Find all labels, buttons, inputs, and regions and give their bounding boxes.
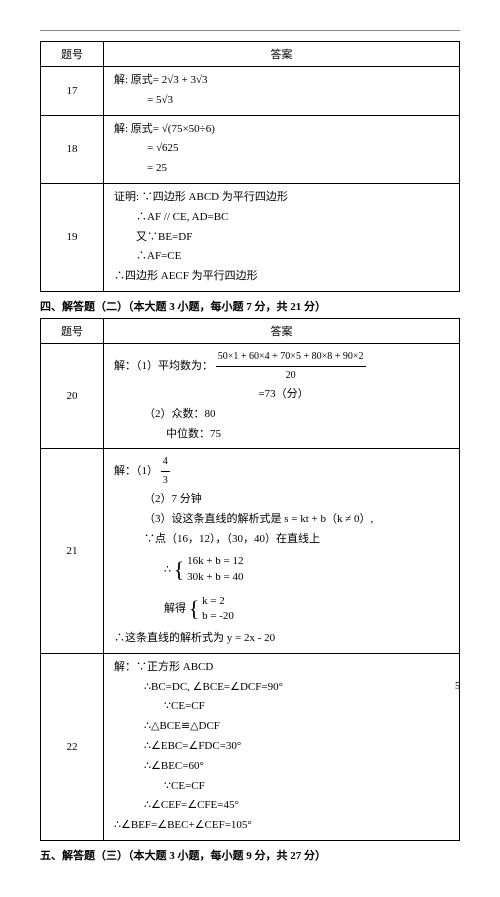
equation-system: ∴ { 16k + b = 12 30k + b = 40 bbox=[114, 550, 453, 590]
frac-den: 20 bbox=[216, 367, 366, 385]
answer-line: ∴∠CEF=∠CFE=45° bbox=[114, 796, 453, 816]
q-answer: 解：（1） 4 3 （2）7 分钟 （3）设这条直线的解析式是 s = kt +… bbox=[104, 449, 460, 653]
q-num: 18 bbox=[41, 115, 104, 183]
frac-num: 4 bbox=[161, 453, 170, 472]
answer-line: （2）众数：80 bbox=[114, 405, 453, 425]
answer-line: ∴∠BEC=60° bbox=[114, 757, 453, 777]
q-num: 21 bbox=[41, 449, 104, 653]
fraction: 4 3 bbox=[161, 453, 170, 490]
answer-line: 解: 原式= 2√3 + 3√3 bbox=[114, 71, 453, 91]
sys-line: 30k + b = 40 bbox=[187, 571, 243, 583]
table-header-row: 题号 答案 bbox=[41, 42, 460, 67]
answer-line: 解：∵正方形 ABCD bbox=[114, 658, 453, 678]
q-num: 17 bbox=[41, 67, 104, 116]
answer-table-1: 题号 答案 17 解: 原式= 2√3 + 3√3 = 5√3 18 解: 原式… bbox=[40, 41, 460, 292]
label: 解得 bbox=[164, 603, 186, 615]
table-row: 17 解: 原式= 2√3 + 3√3 = 5√3 bbox=[41, 67, 460, 116]
answer-line: ∴这条直线的解析式为 y = 2x - 20 bbox=[114, 629, 453, 649]
header-num: 题号 bbox=[41, 318, 104, 343]
answer-line: ∴AF=CE bbox=[114, 247, 453, 267]
q-num: 20 bbox=[41, 343, 104, 448]
answer-line: （3）设这条直线的解析式是 s = kt + b（k ≠ 0）, bbox=[114, 510, 453, 530]
frac-den: 3 bbox=[161, 472, 170, 490]
header-num: 题号 bbox=[41, 42, 104, 67]
answer-line: 解：（1）平均数为： 50×1 + 60×4 + 70×5 + 80×8 + 9… bbox=[114, 348, 453, 385]
q-answer: 解：∵正方形 ABCD ∴BC=DC, ∠BCE=∠DCF=90° ∵CE=CF… bbox=[104, 653, 460, 840]
header-ans: 答案 bbox=[104, 42, 460, 67]
answer-line: =73（分） bbox=[114, 385, 453, 405]
page-number: 5 bbox=[455, 681, 460, 692]
answer-line: = √625 bbox=[114, 139, 453, 159]
table-header-row: 题号 答案 bbox=[41, 318, 460, 343]
section-heading-2: 四、解答题（二）（本大题 3 小题，每小题 7 分，共 21 分） bbox=[40, 298, 460, 314]
q-answer: 解：（1）平均数为： 50×1 + 60×4 + 70×5 + 80×8 + 9… bbox=[104, 343, 460, 448]
answer-line: 解：（1） 4 3 bbox=[114, 453, 453, 490]
q-answer: 解: 原式= 2√3 + 3√3 = 5√3 bbox=[104, 67, 460, 116]
table-row: 20 解：（1）平均数为： 50×1 + 60×4 + 70×5 + 80×8 … bbox=[41, 343, 460, 448]
answer-line: 又∵BE=DF bbox=[114, 228, 453, 248]
answer-line: 解: 原式= √(75×50÷6) bbox=[114, 120, 453, 140]
answer-line: ∴四边形 AECF 为平行四边形 bbox=[114, 267, 453, 287]
section-heading-3: 五、解答题（三）（本大题 3 小题，每小题 9 分，共 27 分） bbox=[40, 847, 460, 863]
q-answer: 证明: ∵四边形 ABCD 为平行四边形 ∴AF // CE, AD=BC 又∵… bbox=[104, 183, 460, 291]
answer-line: 证明: ∵四边形 ABCD 为平行四边形 bbox=[114, 188, 453, 208]
top-rule bbox=[40, 30, 460, 31]
frac-num: 50×1 + 60×4 + 70×5 + 80×8 + 90×2 bbox=[216, 348, 366, 367]
answer-line: ∵CE=CF bbox=[114, 697, 453, 717]
label: 解：（1） bbox=[114, 465, 158, 477]
answer-line: 中位数：75 bbox=[114, 425, 453, 445]
answer-table-2: 题号 答案 20 解：（1）平均数为： 50×1 + 60×4 + 70×5 +… bbox=[40, 318, 460, 841]
answer-line: ∴△BCE≌△DCF bbox=[114, 717, 453, 737]
table-row: 21 解：（1） 4 3 （2）7 分钟 （3）设这条直线的解析式是 s = k… bbox=[41, 449, 460, 653]
fraction: 50×1 + 60×4 + 70×5 + 80×8 + 90×2 20 bbox=[216, 348, 366, 385]
answer-line: ∴AF // CE, AD=BC bbox=[114, 208, 453, 228]
answer-line: ∵点（16，12），（30，40）在直线上 bbox=[114, 530, 453, 550]
sys-line: 16k + b = 12 bbox=[187, 555, 243, 567]
header-ans: 答案 bbox=[104, 318, 460, 343]
answer-line: = 25 bbox=[114, 159, 453, 179]
q-num: 22 bbox=[41, 653, 104, 840]
q-answer: 解: 原式= √(75×50÷6) = √625 = 25 bbox=[104, 115, 460, 183]
label: 解：（1）平均数为： bbox=[114, 360, 213, 372]
sol-line: k = 2 bbox=[202, 595, 225, 607]
equation-solution: 解得 { k = 2 b = -20 bbox=[114, 589, 453, 629]
table-row: 18 解: 原式= √(75×50÷6) = √625 = 25 bbox=[41, 115, 460, 183]
answer-line: ∴∠EBC=∠FDC=30° bbox=[114, 737, 453, 757]
answer-line: ∴∠BEF=∠BEC+∠CEF=105° bbox=[114, 816, 453, 836]
answer-line: = 5√3 bbox=[114, 91, 453, 111]
answer-line: ∵CE=CF bbox=[114, 777, 453, 797]
q-num: 19 bbox=[41, 183, 104, 291]
table-row: 22 解：∵正方形 ABCD ∴BC=DC, ∠BCE=∠DCF=90° ∵CE… bbox=[41, 653, 460, 840]
answer-line: （2）7 分钟 bbox=[114, 490, 453, 510]
sol-line: b = -20 bbox=[202, 610, 234, 622]
table-row: 19 证明: ∵四边形 ABCD 为平行四边形 ∴AF // CE, AD=BC… bbox=[41, 183, 460, 291]
answer-line: ∴BC=DC, ∠BCE=∠DCF=90° bbox=[114, 678, 453, 698]
